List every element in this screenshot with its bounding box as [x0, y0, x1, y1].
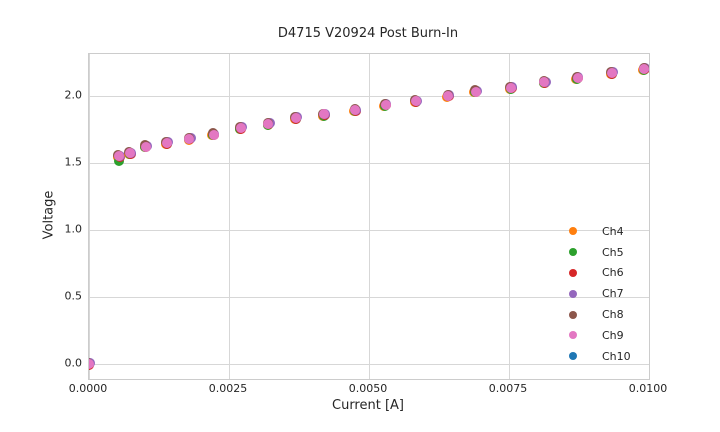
x-gridline — [89, 54, 90, 379]
x-gridline — [509, 54, 510, 379]
y-gridline — [89, 162, 649, 164]
data-point — [291, 113, 302, 124]
data-point — [263, 118, 274, 129]
data-point — [89, 359, 94, 370]
data-point — [539, 77, 550, 88]
legend-swatch-ch10 — [569, 352, 577, 361]
legend-item: Ch6 — [565, 263, 631, 284]
y-tick-label: 2.0 — [64, 88, 83, 102]
legend-swatch-ch4 — [569, 227, 577, 236]
data-point — [470, 86, 481, 97]
data-point — [380, 100, 391, 111]
legend-item: Ch9 — [565, 325, 631, 346]
legend-item: Ch4 — [565, 221, 631, 242]
legend-label: Ch6 — [602, 266, 624, 280]
plot-area — [88, 53, 650, 380]
legend-label: Ch7 — [602, 287, 624, 301]
data-point — [506, 82, 517, 93]
legend-swatch-ch9 — [569, 331, 577, 340]
data-point — [411, 96, 422, 106]
x-tick-label: 0.0025 — [208, 382, 248, 395]
x-gridline — [649, 54, 650, 379]
data-point — [638, 63, 649, 74]
chart-title: D4715 V20924 Post Burn-In — [277, 26, 459, 41]
data-point — [114, 151, 125, 162]
y-gridline — [89, 229, 649, 231]
x-tick-label: 0.0000 — [68, 382, 108, 395]
legend-swatch-ch7 — [569, 289, 577, 298]
x-tick-label: 0.0050 — [348, 382, 388, 395]
legend-item: Ch8 — [565, 304, 631, 325]
x-gridline — [229, 54, 230, 379]
legend-label: Ch5 — [602, 245, 624, 259]
data-point — [350, 105, 360, 116]
x-tick-label: 0.0100 — [628, 382, 668, 395]
data-point — [124, 148, 135, 159]
legend-label: Ch8 — [602, 308, 624, 322]
data-point — [607, 67, 618, 78]
x-tick-label: 0.0075 — [488, 382, 528, 395]
legend-item: Ch10 — [565, 346, 631, 367]
data-point — [442, 90, 453, 101]
data-point — [208, 129, 219, 140]
data-point — [319, 109, 330, 120]
y-tick-label: 0.0 — [64, 356, 83, 370]
legend-swatch-ch6 — [569, 268, 577, 277]
legend-label: Ch4 — [602, 224, 624, 238]
y-tick-label: 0.5 — [64, 289, 83, 303]
y-gridline — [89, 297, 649, 299]
legend-label: Ch9 — [602, 328, 624, 342]
data-point — [141, 141, 152, 152]
legend-item: Ch7 — [565, 283, 631, 304]
legend-swatch-ch8 — [569, 310, 577, 319]
y-gridline — [89, 364, 649, 366]
y-gridline — [89, 95, 649, 97]
legend-item: Ch5 — [565, 242, 631, 263]
data-point — [161, 137, 172, 148]
data-point — [572, 73, 583, 84]
legend-swatch-ch5 — [569, 248, 577, 257]
x-gridline — [369, 54, 370, 379]
y-tick-label: 1.5 — [64, 155, 83, 169]
y-tick-label: 1.0 — [64, 222, 83, 236]
legend: Ch4 Ch5 Ch6 Ch7 Ch8 Ch9 Ch10 — [565, 221, 631, 367]
x-axis-label: Current [A] — [332, 398, 404, 413]
data-point — [184, 133, 195, 144]
data-point — [235, 122, 246, 133]
legend-label: Ch10 — [602, 349, 631, 363]
